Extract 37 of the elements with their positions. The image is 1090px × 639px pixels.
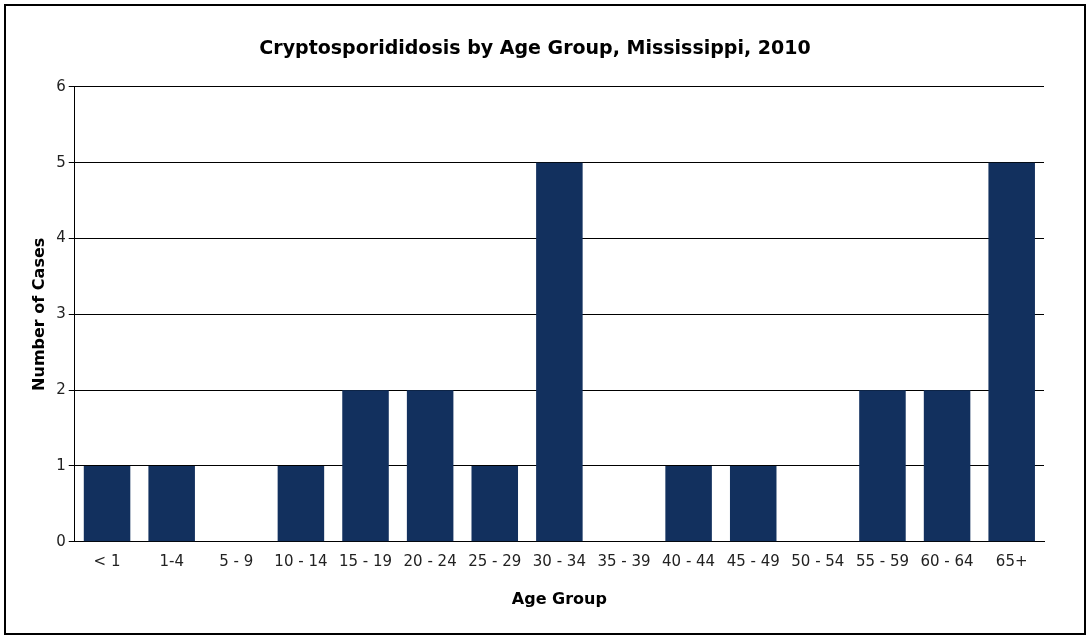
x-tick-label: 60 - 64 — [920, 551, 974, 570]
bar — [923, 390, 971, 542]
x-tick-label: 50 - 54 — [791, 551, 845, 570]
bar — [665, 465, 712, 542]
y-tick-label: 2 — [56, 380, 66, 399]
x-axis-title: Age Group — [511, 588, 607, 608]
bar — [988, 162, 1035, 542]
x-tick-label: 25 - 29 — [468, 551, 522, 570]
x-tick-label: 40 - 44 — [662, 551, 716, 570]
x-tick-label: 65+ — [995, 551, 1028, 570]
y-axis-title: Number of Cases — [28, 237, 48, 391]
y-tick-label: 4 — [56, 228, 66, 247]
x-tick-label: 20 - 24 — [403, 551, 457, 570]
y-tick-label: 0 — [56, 531, 66, 550]
bar — [277, 465, 325, 542]
x-tick-label: 15 - 19 — [338, 551, 393, 570]
y-tick-label: 1 — [56, 455, 66, 474]
bar — [83, 465, 131, 542]
bar — [148, 465, 195, 542]
x-tick-label: 35 - 39 — [597, 551, 651, 570]
chart-title: Cryptosporididosis by Age Group, Mississippi, 2010 — [259, 36, 811, 59]
x-tick-label: < 1 — [93, 551, 121, 570]
x-tick-label: 1-4 — [159, 551, 184, 570]
bar — [859, 390, 906, 542]
y-tick-label: 6 — [56, 76, 66, 95]
bar — [406, 390, 454, 542]
bar — [536, 162, 583, 542]
bar — [729, 465, 777, 542]
y-tick-label: 3 — [56, 304, 66, 323]
bar — [342, 390, 389, 542]
x-tick-label: 30 - 34 — [532, 551, 586, 570]
x-tick-label: 5 - 9 — [219, 551, 254, 570]
y-tick-label: 5 — [56, 152, 66, 171]
x-tick-label: 45 - 49 — [726, 551, 780, 570]
x-tick-label: 10 - 14 — [274, 551, 328, 570]
x-tick-label: 55 - 59 — [855, 551, 910, 570]
bar — [471, 465, 519, 542]
